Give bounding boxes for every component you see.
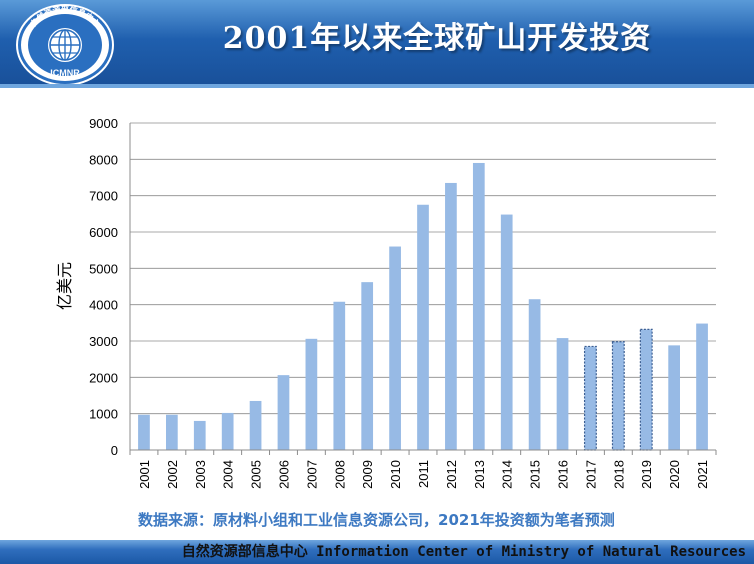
bar-2011	[417, 204, 429, 450]
x-tick-label: 2002	[165, 460, 180, 489]
x-tick-label: 2006	[276, 460, 291, 489]
x-tick-label: 2014	[500, 460, 515, 489]
x-tick-labels: 2001 2002 2003 2004 2005 2006 2007 2008 2009 2010…	[137, 460, 710, 489]
y-tick-label: 7000	[89, 189, 118, 204]
bar-2010	[389, 246, 401, 450]
x-tick-label: 2001	[137, 460, 152, 489]
bar-2017	[583, 345, 597, 451]
bar-2015	[528, 299, 541, 450]
bar-2007	[305, 338, 318, 450]
bar-2016	[556, 338, 569, 450]
x-tick-label: 2009	[360, 460, 375, 489]
bar-2021	[696, 323, 708, 450]
slide-title: 2001年以来全球矿山开发投资	[222, 21, 652, 56]
x-tick-label: 2019	[639, 460, 654, 489]
x-tick-label: 2004	[221, 460, 236, 489]
chart-bars	[138, 162, 708, 451]
bar-2005	[249, 400, 262, 450]
logo-text-bottom: ICMNR	[50, 68, 80, 78]
footer-text: 自然资源部信息中心 Information Center of Ministry…	[181, 544, 746, 560]
bar-2004	[221, 412, 234, 450]
y-tick-label: 8000	[89, 152, 118, 167]
bar-2001	[138, 414, 150, 450]
bar-2018	[611, 341, 625, 451]
y-tick-label: 5000	[89, 261, 118, 276]
bar-2020	[668, 345, 681, 450]
y-axis-label: 亿美元	[55, 262, 74, 310]
y-tick-label: 0	[111, 443, 118, 458]
y-tick-label: 2000	[89, 370, 118, 385]
bar-2002	[165, 414, 178, 450]
x-tick-label: 2003	[193, 460, 208, 489]
y-tick-label: 6000	[89, 225, 118, 240]
bar-2012	[445, 182, 457, 450]
x-tick-label: 2017	[583, 460, 598, 489]
bar-2003	[193, 420, 206, 450]
x-tick-label: 2020	[667, 460, 682, 489]
bar-2009	[361, 282, 374, 450]
y-tick-label: 1000	[89, 407, 118, 422]
y-tick-label: 3000	[89, 334, 118, 349]
bar-2006	[277, 375, 290, 450]
slide-footer: 自然资源部信息中心 Information Center of Ministry…	[0, 540, 754, 564]
x-tick-label: 2005	[249, 460, 264, 489]
icmnr-logo: 自然资源部信息中心 ICMNR	[16, 4, 114, 86]
x-tick-label: 2018	[611, 460, 626, 489]
y-tick-labels: 0 1000 2000 3000 4000 5000 6000 7000 8000 9000	[89, 116, 118, 458]
bar-2008	[333, 301, 346, 450]
globe-icon	[48, 28, 82, 62]
y-tick-label: 4000	[89, 298, 118, 313]
y-tick-label: 9000	[89, 116, 118, 131]
bar-2019	[639, 328, 653, 451]
x-tick-label: 2008	[332, 460, 347, 489]
slide-header: 自然资源部信息中心 ICMNR 2001年以来全球矿山开发投资	[0, 0, 754, 88]
source-note: 数据来源：原材料小组和工业信息资源公司，2021年投资额为笔者预测	[138, 511, 615, 529]
bar-chart: 0 1000 2000 3000 4000 5000 6000 7000 8000 9000 20…	[55, 116, 717, 489]
x-tick-label: 2015	[528, 460, 543, 489]
bar-2013	[472, 162, 485, 450]
chart-axes	[129, 123, 717, 455]
x-tick-label: 2011	[416, 460, 431, 488]
x-tick-label: 2007	[304, 460, 319, 489]
x-tick-label: 2013	[472, 460, 487, 489]
x-tick-label: 2016	[556, 460, 571, 489]
bar-2014	[500, 214, 513, 450]
x-tick-label: 2010	[388, 460, 403, 489]
x-tick-label: 2021	[695, 460, 710, 489]
x-tick-label: 2012	[444, 460, 459, 489]
